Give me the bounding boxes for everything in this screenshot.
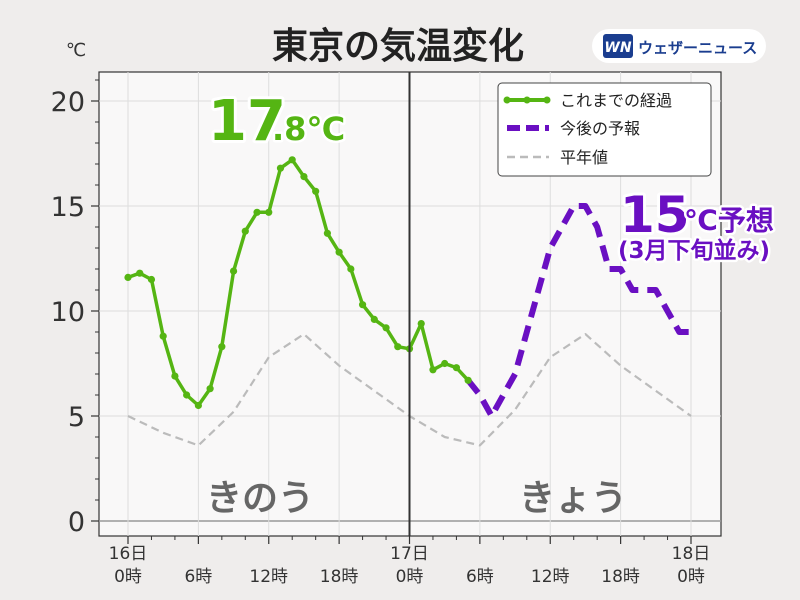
x-tick-time-label: 0時 bbox=[396, 567, 424, 587]
observed-point bbox=[183, 391, 191, 399]
observed-point bbox=[229, 267, 238, 275]
max-temp-int: 17 bbox=[208, 89, 286, 154]
legend-item-normal: 平年値 bbox=[507, 148, 608, 167]
y-tick-label: 0 bbox=[68, 507, 85, 538]
legend-label-forecast: 今後の予報 bbox=[560, 119, 640, 138]
x-tick-time-label: 0時 bbox=[114, 567, 142, 587]
observed-point bbox=[253, 208, 261, 216]
legend-label-normal: 平年値 bbox=[560, 148, 608, 167]
forecast-note: (3月下旬並み) bbox=[618, 237, 770, 264]
observed-point bbox=[276, 164, 285, 172]
max-temp-dec: .8℃ bbox=[272, 110, 345, 148]
logo-mark: WN bbox=[604, 40, 631, 56]
observed-point bbox=[312, 187, 320, 195]
observed-point bbox=[218, 343, 226, 351]
axis-ticks: 0 5 10 15 20 16日 0時 6時 12時 18時 17日 0時 6時 12時 18時 18日 0時 bbox=[51, 79, 711, 587]
logo-text: ウェザーニュース bbox=[638, 39, 757, 57]
observed-point bbox=[429, 366, 437, 374]
series-line-0 bbox=[127, 158, 470, 408]
observed-point bbox=[417, 320, 425, 328]
observed-point bbox=[206, 385, 214, 393]
today-label: きょう bbox=[519, 478, 627, 519]
x-tick-time-label: 6時 bbox=[184, 567, 212, 587]
y-tick-label: 20 bbox=[51, 87, 85, 118]
legend-item-observed: これまでの経過 bbox=[503, 91, 672, 110]
legend: これまでの経過 今後の予報 平年値 bbox=[497, 82, 712, 177]
x-tick-date-label: 17日 bbox=[390, 544, 429, 564]
x-tick-date-label: 16日 bbox=[109, 544, 148, 564]
observed-point bbox=[147, 275, 156, 284]
observed-point bbox=[136, 269, 144, 277]
observed-point bbox=[265, 208, 273, 216]
x-tick-time-label: 0時 bbox=[677, 567, 705, 587]
observed-point bbox=[370, 315, 378, 323]
series-line-1 bbox=[465, 203, 691, 419]
observed-point bbox=[347, 265, 355, 273]
observed-point bbox=[194, 401, 202, 410]
weathernews-logo: WN ウェザーニュース bbox=[592, 29, 766, 63]
observed-point bbox=[335, 248, 343, 256]
observed-point bbox=[288, 156, 296, 164]
observed-point bbox=[159, 332, 167, 340]
x-tick-time-label: 12時 bbox=[249, 567, 288, 587]
observed-point bbox=[241, 227, 249, 235]
forecast-annotation: 15 ℃予想 (3月下旬並み) bbox=[616, 183, 777, 267]
x-tick-time-label: 18時 bbox=[601, 567, 640, 587]
logo-mark-icon bbox=[603, 34, 633, 58]
max-temp-annotation: 17 .8℃ bbox=[205, 86, 348, 157]
y-tick-label: 15 bbox=[51, 192, 85, 223]
y-tick-label: 5 bbox=[68, 402, 85, 433]
observed-point bbox=[171, 372, 179, 380]
x-tick-time-label: 6時 bbox=[466, 567, 494, 587]
observed-point bbox=[464, 376, 472, 384]
legend-box bbox=[497, 82, 712, 177]
observed-point bbox=[124, 273, 132, 281]
x-tick-time-label: 18時 bbox=[320, 567, 359, 587]
observed-point bbox=[382, 324, 390, 332]
observed-point bbox=[300, 173, 308, 181]
observed-point bbox=[358, 301, 367, 309]
observed-point bbox=[452, 364, 461, 372]
observed-point bbox=[323, 229, 331, 237]
observed-point bbox=[394, 343, 402, 351]
x-tick-date-label: 18日 bbox=[672, 544, 711, 564]
legend-item-forecast: 今後の予報 bbox=[507, 119, 640, 138]
yesterday-label: きのう bbox=[206, 478, 314, 519]
legend-label-observed: これまでの経過 bbox=[560, 91, 672, 110]
y-tick-label: 10 bbox=[51, 297, 85, 328]
forecast-temp: 15 bbox=[620, 186, 690, 244]
chart-title: 東京の気温変化 bbox=[272, 25, 524, 67]
series bbox=[124, 156, 692, 447]
x-tick-time-label: 12時 bbox=[531, 567, 570, 587]
forecast-suffix: ℃予想 bbox=[684, 204, 774, 237]
y-unit-label: ℃ bbox=[66, 40, 86, 61]
observed-point bbox=[441, 359, 449, 368]
